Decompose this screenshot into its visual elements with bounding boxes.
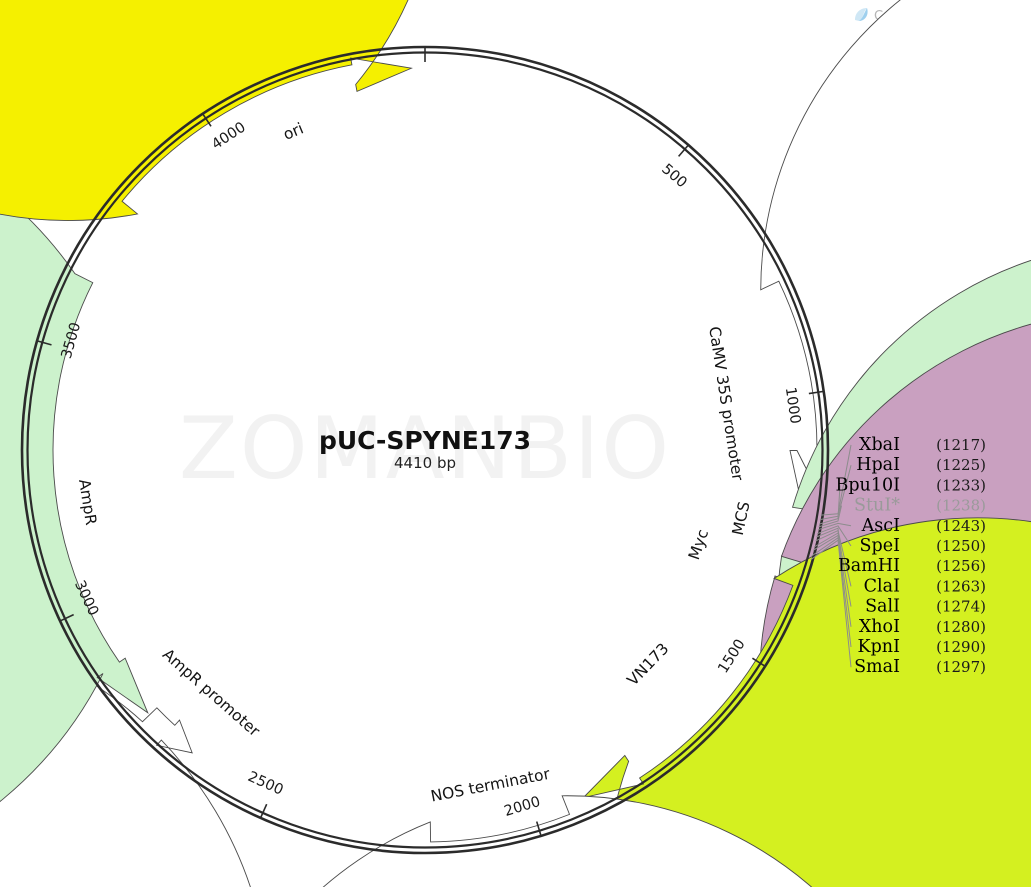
enzyme-position: (1274) (936, 598, 986, 616)
enzyme-name[interactable]: SalI (865, 597, 900, 617)
feature-label-ori: ori (281, 119, 307, 143)
enzyme-name[interactable]: XhoI (859, 617, 900, 637)
feature-label-mcs: MCS (729, 500, 754, 537)
enzyme-position: (1250) (936, 537, 986, 555)
tick-mark-4000 (202, 114, 212, 127)
feature-label-camv-35s-promoter: CaMV 35S promoter (705, 325, 747, 482)
enzyme-leader-line (812, 534, 852, 627)
feature-label-ampr: AmpR (75, 478, 100, 527)
tick-mark-500 (678, 145, 689, 157)
page-title: pUC-SPYNE173 (319, 426, 531, 455)
enzyme-position: (1256) (936, 557, 986, 575)
tick-mark-1000 (808, 390, 823, 395)
tick-mark-1500 (751, 657, 765, 667)
enzyme-leader-line (817, 522, 852, 531)
tick-mark-2500 (260, 803, 268, 818)
enzyme-leader-line (818, 505, 842, 528)
enzyme-name[interactable]: SpeI (860, 536, 900, 556)
enzyme-leader-line (813, 532, 852, 607)
enzyme-name[interactable]: KpnI (858, 637, 900, 657)
enzyme-leader-line (811, 536, 852, 648)
enzyme-position: (1238) (936, 497, 986, 515)
enzyme-name[interactable]: ClaI (864, 576, 900, 596)
tick-mark-3500 (37, 340, 52, 346)
enzyme-leader-line (817, 525, 852, 547)
backbone-outer-circle (20, 45, 830, 855)
enzyme-leader-lines (810, 444, 852, 668)
enzyme-name[interactable]: XbaI (859, 435, 900, 455)
enzyme-name[interactable]: AscI (861, 516, 900, 536)
enzyme-position: (1263) (936, 577, 986, 595)
tick-label-1500: 1500 (715, 637, 748, 677)
feature-label-myc: Myc (685, 527, 712, 562)
enzyme-list: (1217) XbaI (1225) HpaI (1233) Bpu10I (1238) St… (835, 435, 986, 677)
tick-mark-3000 (60, 613, 74, 622)
tick-label-4000: 4000 (209, 119, 249, 153)
enzyme-position: (1290) (936, 638, 986, 656)
enzyme-name[interactable]: SmaI (854, 657, 900, 677)
tick-mark-2000 (535, 821, 542, 836)
feature-nos-terminator[interactable] (195, 795, 939, 891)
tick-label-2000: 2000 (502, 794, 542, 820)
enzyme-name[interactable]: StuI* (854, 496, 900, 516)
enzyme-position: (1217) (936, 436, 986, 454)
feature-label-vn173: VN173 (624, 640, 673, 690)
enzyme-name[interactable]: BamHI (838, 556, 900, 576)
enzyme-leader-line (815, 529, 852, 587)
tick-label-1000: 1000 (782, 386, 803, 425)
plasmid-title-group: pUC-SPYNE173 4410 bp (319, 426, 531, 472)
tick-label-2500: 2500 (245, 769, 285, 799)
enzyme-position: (1225) (936, 456, 986, 474)
tick-label-500: 500 (658, 161, 689, 191)
enzyme-position: (1297) (936, 658, 986, 676)
enzyme-position: (1243) (936, 517, 986, 535)
enzyme-name[interactable]: HpaI (856, 455, 900, 475)
enzyme-leader-line (818, 485, 841, 525)
snapgene-logo-icon (855, 8, 868, 21)
plasmid-size-label: 4410 bp (394, 454, 456, 472)
enzyme-leader-line (810, 539, 852, 668)
enzyme-name[interactable]: Bpu10I (835, 475, 900, 495)
enzyme-position: (1280) (936, 618, 986, 636)
watermark: ZOMANBIO (179, 399, 671, 499)
watermark-text: ZOMANBIO (179, 399, 671, 499)
enzyme-position: (1233) (936, 476, 986, 494)
feature-ori[interactable] (0, 0, 440, 221)
